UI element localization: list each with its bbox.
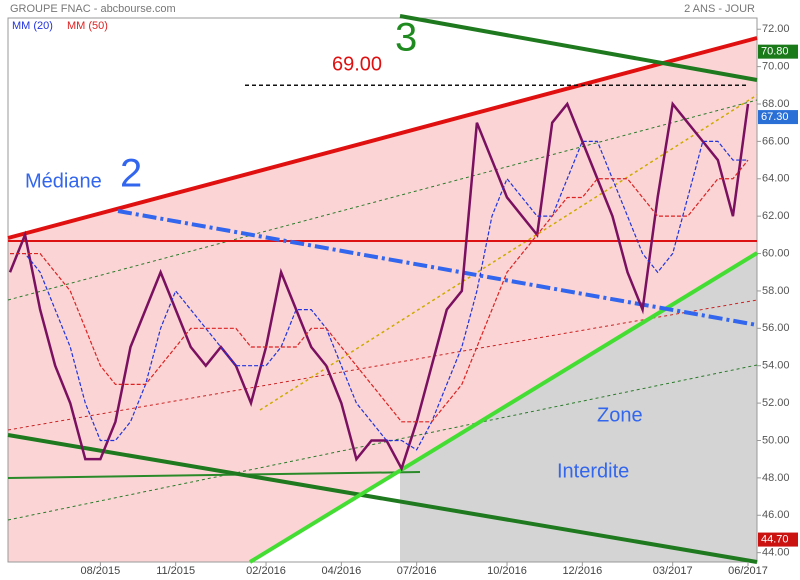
trend-line (399, 14, 758, 82)
plot-frame (7, 17, 758, 563)
price-marker-label: 70.80 (761, 46, 789, 58)
y-tick-label: 58.00 (762, 285, 790, 297)
price-marker-label: 44.70 (761, 533, 789, 545)
y-tick-label: 68.00 (762, 98, 790, 110)
y-tick-label: 52.00 (762, 397, 790, 409)
y-tick-label: 48.00 (762, 472, 790, 484)
chart-title: GROUPE FNAC - abcbourse.com (10, 3, 176, 15)
trend-line (248, 251, 759, 564)
guide-line (7, 364, 758, 521)
annotation: Interdite (557, 460, 629, 482)
x-tick-label: 07/2016 (397, 565, 437, 577)
guides (7, 14, 759, 564)
x-tick-label: 11/2015 (156, 565, 195, 577)
guide-line (259, 94, 758, 411)
y-tick-label: 62.00 (762, 210, 790, 222)
annotation: Zone (597, 404, 643, 426)
legend-entry: MM (50) (67, 20, 108, 32)
y-tick-label: 46.00 (762, 509, 790, 521)
y-tick-label: 54.00 (762, 360, 790, 372)
median-line (117, 209, 758, 327)
x-tick-label: 08/2015 (80, 565, 120, 577)
resistance-label: 69.00 (332, 54, 382, 76)
trend-line (7, 433, 758, 564)
y-tick-label: 64.00 (762, 173, 790, 185)
price-line (8, 101, 750, 472)
moving-average (10, 140, 748, 451)
price-marker (758, 532, 798, 547)
y-tick-label: 66.00 (762, 135, 790, 147)
x-tick-label: 10/2016 (487, 565, 527, 577)
price-marker (758, 44, 798, 59)
y-tick-label: 70.00 (762, 61, 790, 73)
x-tick-label: 04/2016 (321, 565, 361, 577)
chart-subtitle: 2 ANS - JOUR (684, 3, 755, 15)
price-marker-label: 67.30 (761, 111, 789, 123)
guide-line (7, 299, 758, 431)
x-tick-label: 03/2017 (653, 565, 693, 577)
channel-area (8, 38, 757, 562)
moving-average (10, 159, 749, 423)
trend-line (7, 36, 758, 240)
x-tick-label: 06/2017 (728, 565, 768, 577)
annotation: 3 (395, 16, 417, 60)
support-line (7, 471, 421, 479)
price-marker (758, 110, 798, 125)
y-tick-label: 56.00 (762, 322, 790, 334)
annotation: Médiane (25, 170, 102, 192)
forbidden-zone (400, 253, 757, 562)
y-tick-label: 50.00 (762, 434, 790, 446)
annotation: 2 (120, 152, 142, 196)
legend-entry: MM (20) (12, 20, 53, 32)
y-tick-label: 60.00 (762, 247, 790, 259)
x-tick-label: 12/2016 (562, 565, 602, 577)
x-tick-label: 02/2016 (246, 565, 286, 577)
y-tick-label: 72.00 (762, 23, 790, 35)
y-tick-label: 44.00 (762, 547, 790, 559)
